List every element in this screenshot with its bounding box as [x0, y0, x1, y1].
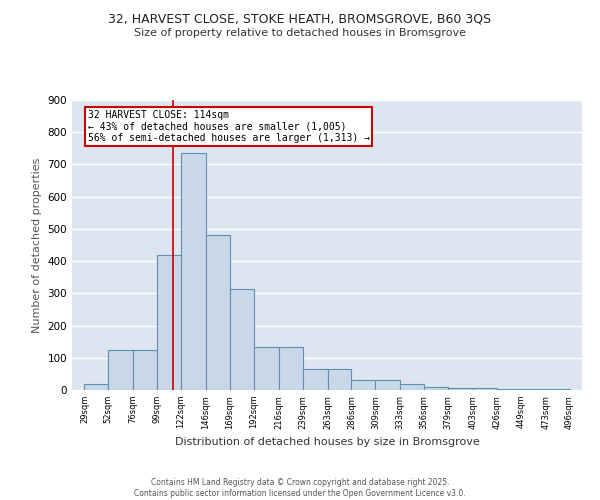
Bar	[424, 387, 448, 390]
Bar	[230, 288, 254, 390]
Bar	[302, 369, 328, 390]
Bar	[497, 389, 521, 390]
Text: Contains HM Land Registry data © Crown copyright and database right 2025.
Contai: Contains HM Land Registry data © Crown c…	[134, 478, 466, 498]
X-axis label: Distribution of detached houses by size in Bromsgrove: Distribution of detached houses by size …	[175, 437, 479, 447]
Y-axis label: Number of detached properties: Number of detached properties	[32, 158, 42, 332]
Bar	[473, 388, 497, 390]
Bar	[328, 369, 352, 390]
Bar	[448, 388, 473, 390]
Bar	[109, 350, 133, 390]
Bar	[133, 350, 157, 390]
Bar	[352, 380, 375, 390]
Bar	[157, 254, 181, 390]
Bar	[279, 346, 302, 390]
Text: 32 HARVEST CLOSE: 114sqm
← 43% of detached houses are smaller (1,005)
56% of sem: 32 HARVEST CLOSE: 114sqm ← 43% of detach…	[88, 110, 370, 143]
Text: Size of property relative to detached houses in Bromsgrove: Size of property relative to detached ho…	[134, 28, 466, 38]
Bar	[254, 346, 279, 390]
Bar	[206, 236, 230, 390]
Bar	[375, 380, 400, 390]
Bar	[85, 384, 109, 390]
Bar	[181, 153, 206, 390]
Text: 32, HARVEST CLOSE, STOKE HEATH, BROMSGROVE, B60 3QS: 32, HARVEST CLOSE, STOKE HEATH, BROMSGRO…	[109, 12, 491, 26]
Bar	[400, 384, 424, 390]
